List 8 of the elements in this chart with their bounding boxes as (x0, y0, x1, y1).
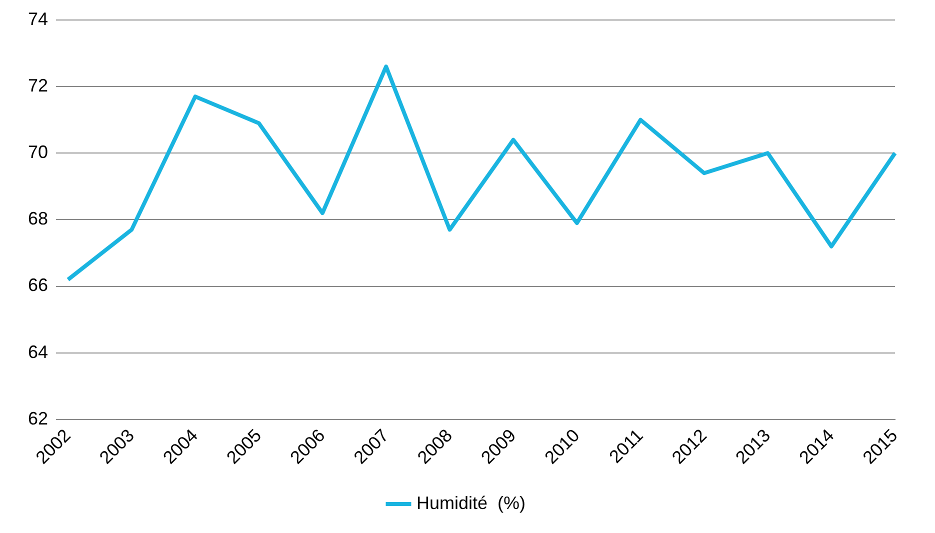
y-tick-label: 68 (28, 208, 48, 229)
y-tick-label: 74 (28, 8, 48, 29)
y-tick-label: 64 (28, 342, 48, 362)
legend-label: Humidité (%) (416, 492, 526, 513)
y-tick-label: 62 (28, 408, 48, 428)
y-tick-label: 66 (28, 275, 48, 296)
y-tick-label: 70 (28, 142, 48, 162)
y-tick-label: 72 (28, 76, 48, 96)
